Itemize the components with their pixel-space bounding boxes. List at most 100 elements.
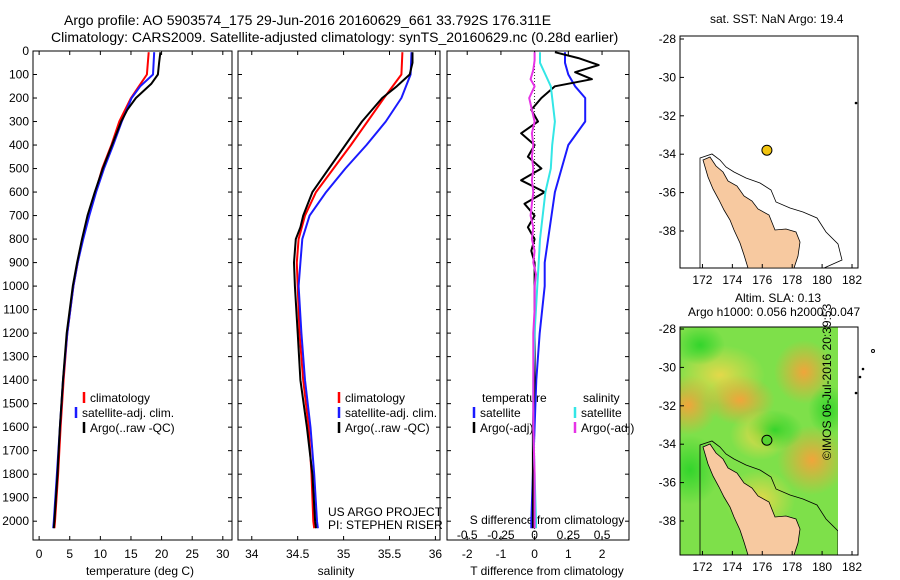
sla-map-land xyxy=(702,443,801,555)
map-x-tick-label: 174 xyxy=(722,273,742,287)
x-tick-label: 5 xyxy=(66,547,73,561)
y-tick-label: 700 xyxy=(9,209,29,223)
legend-clim-label: climatology xyxy=(90,391,150,405)
map-y-tick-label: -36 xyxy=(659,476,677,490)
sla-map-subtitle: Argo h1000: 0.056 h2000: 0.047 xyxy=(688,305,861,319)
series-line xyxy=(528,52,537,529)
sst-map-island xyxy=(854,101,858,105)
y-tick-label: 1600 xyxy=(2,420,29,434)
sst-map-land xyxy=(702,156,801,268)
y-tick-label: 100 xyxy=(9,68,29,82)
salinity-xlabel: salinity xyxy=(318,564,355,578)
sst-map-title: sat. SST: NaN Argo: 19.4 xyxy=(710,12,844,26)
y-tick-label: 200 xyxy=(9,91,29,105)
map-y-tick-label: -28 xyxy=(659,322,677,336)
y-tick-label: 1100 xyxy=(3,303,29,317)
x-tick-label: 36 xyxy=(429,547,443,561)
x-tick-label: 2 xyxy=(599,547,606,561)
y-tick-label: 600 xyxy=(9,185,29,199)
argo-location-marker xyxy=(761,144,773,156)
y-tick-label: 1400 xyxy=(2,373,29,387)
argo-location-marker xyxy=(761,434,773,446)
sst-map-island xyxy=(859,87,862,90)
x-tick-label: 1 xyxy=(565,547,572,561)
map-x-tick-label: 174 xyxy=(722,560,742,574)
y-tick-label: 1200 xyxy=(2,326,29,340)
temperature-legend: climatology satellite-adj. clim. Argo(..… xyxy=(74,391,175,435)
map-x-tick-label: 180 xyxy=(812,273,832,287)
difference-legend-salinity: salinity satellite Argo(-adj) xyxy=(573,391,634,435)
y-tick-label: 900 xyxy=(9,256,29,270)
legend-clim-label: climatology xyxy=(345,391,405,405)
map-x-tick-label: 180 xyxy=(812,560,832,574)
x-tick-label: -1 xyxy=(496,547,507,561)
series-line xyxy=(297,52,413,529)
x-tick-label: 34 xyxy=(245,547,259,561)
map-x-tick-label: 178 xyxy=(782,273,802,287)
legend-sat-label: satellite xyxy=(480,406,521,420)
x-tick-label: -2 xyxy=(462,547,473,561)
s-tick-label: 0.5 xyxy=(594,528,611,542)
y-tick-label: 1000 xyxy=(2,279,29,293)
y-tick-label: 500 xyxy=(9,162,29,176)
difference-xlabel-top: S difference from climatology xyxy=(470,513,625,527)
difference-legend-temperature: temperature satellite Argo(-adj) xyxy=(472,391,547,435)
legend-temperature-heading: temperature xyxy=(482,391,547,405)
legend-argo-label: Argo(..raw -QC) xyxy=(345,421,430,435)
x-tick-label: 15 xyxy=(124,547,138,561)
legend-sat-label: satellite-adj. clim. xyxy=(345,406,437,420)
legend-sat-label: satellite-adj. clim. xyxy=(82,406,174,420)
y-tick-label: 800 xyxy=(9,232,29,246)
map-x-tick-label: 178 xyxy=(782,560,802,574)
x-tick-label: 30 xyxy=(216,547,230,561)
legend-argo-label: Argo(-adj) xyxy=(480,421,533,435)
x-tick-label: 34.5 xyxy=(286,547,310,561)
map-x-tick-label: 172 xyxy=(692,273,712,287)
map-x-tick-label: 176 xyxy=(752,273,772,287)
legend-salinity-heading: salinity xyxy=(583,391,620,405)
map-y-tick-label: -34 xyxy=(659,147,677,161)
imos-credit: ©IMOS 06-Jul-2016 20:39:53 xyxy=(820,303,834,460)
temperature-xlabel: temperature (deg C) xyxy=(86,564,194,578)
series-line xyxy=(530,52,587,529)
map-y-tick-label: -36 xyxy=(659,186,677,200)
y-tick-label: 1900 xyxy=(2,491,29,505)
sst-map-island xyxy=(862,79,865,82)
project-name: US ARGO PROJECT xyxy=(328,505,443,519)
project-pi: PI: STEPHEN RISER xyxy=(328,518,443,532)
y-tick-label: 1500 xyxy=(2,397,29,411)
sst-map-island xyxy=(872,61,875,64)
series-line xyxy=(52,52,162,529)
x-tick-label: 10 xyxy=(94,547,108,561)
legend-argo-label: Argo(..raw -QC) xyxy=(90,421,175,435)
legend-s-sat-label: satellite xyxy=(581,406,622,420)
map-y-tick-label: -30 xyxy=(659,70,677,84)
salinity-panel-frame xyxy=(237,50,441,541)
map-y-tick-label: -30 xyxy=(659,360,677,374)
map-y-tick-label: -38 xyxy=(659,224,677,238)
difference-panel-frame xyxy=(446,50,630,541)
y-tick-label: 1300 xyxy=(2,350,29,364)
x-tick-label: 20 xyxy=(155,547,169,561)
difference-xlabel: T difference from climatology xyxy=(470,564,624,578)
series-line xyxy=(53,52,150,529)
map-y-tick-label: -34 xyxy=(659,437,677,451)
y-tick-label: 1700 xyxy=(2,444,29,458)
y-tick-label: 0 xyxy=(22,44,29,58)
salinity-legend: climatology satellite-adj. clim. Argo(..… xyxy=(337,391,437,435)
temperature-panel-frame xyxy=(32,50,233,541)
map-y-tick-label: -38 xyxy=(659,514,677,528)
sla-map-title: Altim. SLA: 0.13 xyxy=(735,291,822,305)
sla-map-island xyxy=(858,375,862,379)
sla-map-island xyxy=(854,391,858,395)
x-tick-label: 0 xyxy=(36,547,43,561)
x-tick-label: 35.5 xyxy=(378,547,402,561)
map-y-tick-label: -28 xyxy=(659,32,677,46)
series-line xyxy=(520,51,600,529)
sla-map xyxy=(679,326,875,556)
sla-map-island xyxy=(861,367,865,371)
y-tick-label: 400 xyxy=(9,138,29,152)
series-line xyxy=(52,52,156,529)
legend-s-argo-label: Argo(-adj) xyxy=(581,421,634,435)
